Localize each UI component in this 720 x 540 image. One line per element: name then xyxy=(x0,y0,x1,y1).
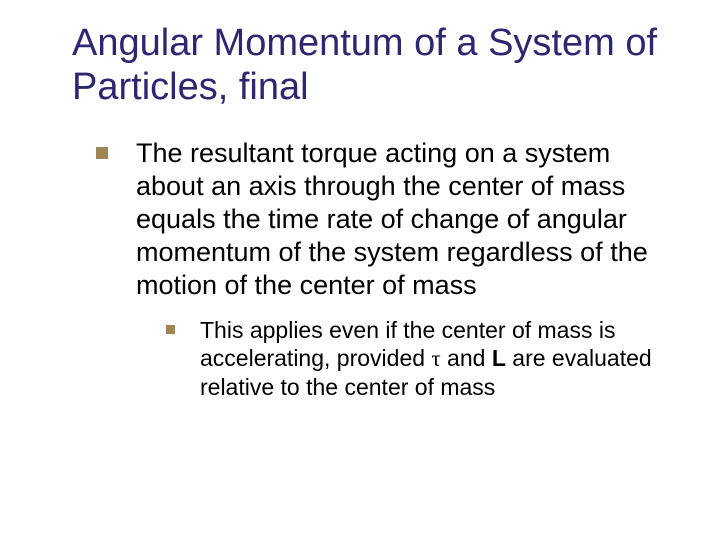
body-list: The resultant torque acting on a system … xyxy=(96,137,672,401)
slide-title: Angular Momentum of a System of Particle… xyxy=(72,22,672,109)
sub-mid: and xyxy=(441,345,492,371)
bullet-level1: The resultant torque acting on a system … xyxy=(96,137,672,401)
sub-list: This applies even if the center of mass … xyxy=(166,316,672,401)
bullet-level2: This applies even if the center of mass … xyxy=(166,316,672,401)
slide: Angular Momentum of a System of Particle… xyxy=(0,0,720,540)
tau-symbol: τ xyxy=(431,346,440,371)
bullet-text: The resultant torque acting on a system … xyxy=(136,138,648,300)
L-symbol: L xyxy=(492,345,506,371)
